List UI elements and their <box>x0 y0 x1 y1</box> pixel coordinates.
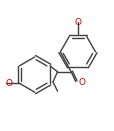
Text: O: O <box>74 18 81 27</box>
Text: O: O <box>78 78 85 87</box>
Text: O: O <box>6 79 13 88</box>
